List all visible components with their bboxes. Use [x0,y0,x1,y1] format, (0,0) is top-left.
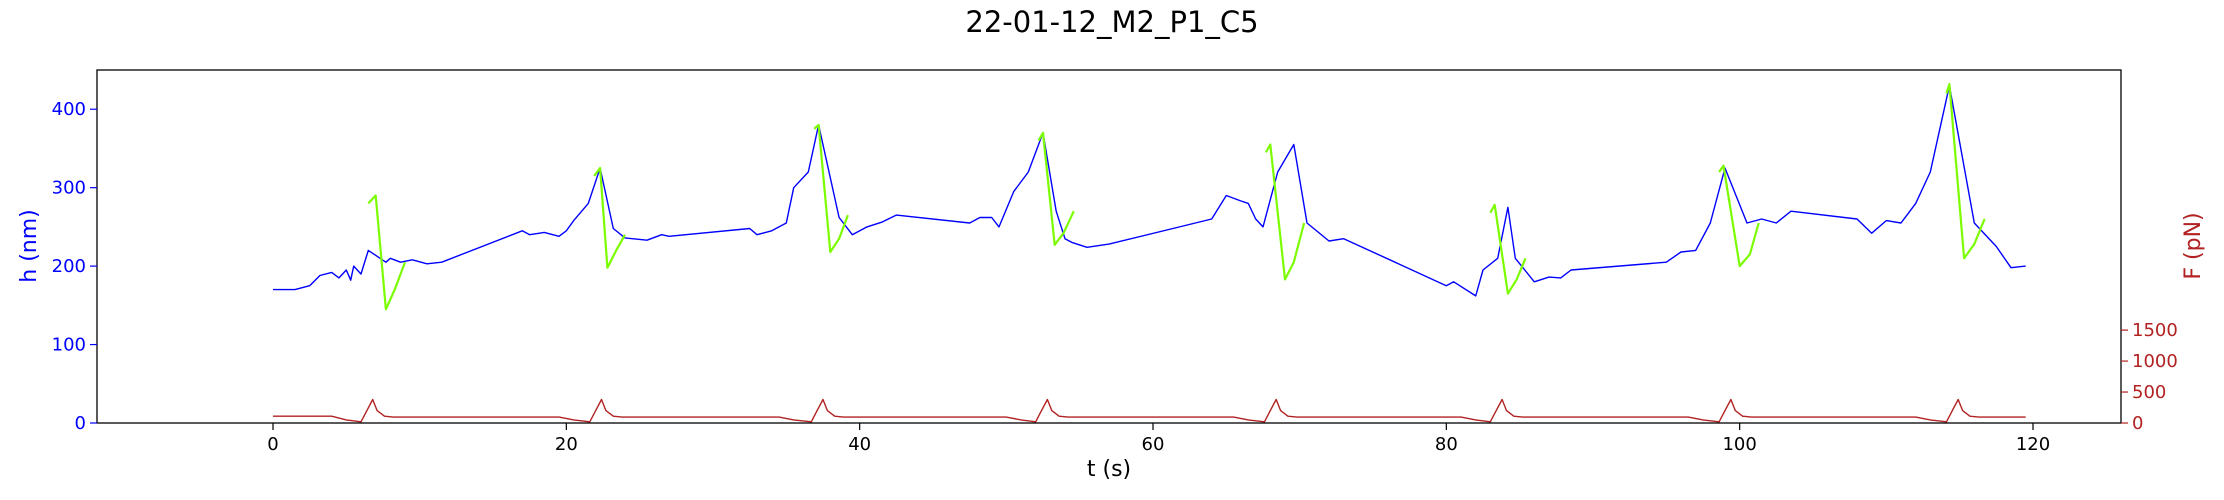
x-axis-label: t (s) [1087,457,1131,482]
y-right-tick-label: 1000 [2132,351,2178,372]
y-left-tick-label: 0 [75,413,86,434]
x-tick-label: 100 [1722,434,1756,455]
x-tick-label: 20 [555,434,578,455]
pulled-segment-line [593,167,626,269]
x-tick-label: 60 [1142,434,1165,455]
chart-title: 22-01-12_M2_P1_C5 [965,5,1258,39]
y-axis-left-label: h (nm) [17,209,42,282]
axes-frame [96,69,2122,424]
pulled-segment-line [1264,143,1306,281]
x-tick-label: 0 [267,434,278,455]
pulled-segment-line [1037,131,1075,246]
x-tick-label: 80 [1435,434,1458,455]
plot-area [273,82,2026,423]
pulled-segment-line [813,123,849,254]
y-right-tick-label: 1500 [2132,320,2178,341]
y-left-tick-label: 300 [52,178,86,199]
y-axis-right-label: F (pN) [2181,212,2206,279]
x-tick-label: 40 [848,434,871,455]
y-left-tick-label: 100 [52,335,86,356]
x-tick-label: 120 [2016,434,2050,455]
x-axis: 0 20 40 60 80 100 120 [267,423,2050,455]
y-axis-right: 0 500 1000 1500 [2121,320,2178,434]
y-right-tick-label: 0 [2132,413,2143,434]
pulled-segment-line [367,194,407,311]
y-left-tick-label: 400 [52,99,86,120]
force-series-line [273,398,2026,423]
pulled-segment-line [1489,203,1527,295]
height-series-line [273,84,2026,297]
pulled-segment-line [1718,164,1760,268]
pulled-segment-line [1945,82,1986,260]
y-axis-left: 0 100 200 300 400 [52,99,97,434]
y-right-tick-label: 500 [2132,382,2166,403]
y-left-tick-label: 200 [52,256,86,277]
